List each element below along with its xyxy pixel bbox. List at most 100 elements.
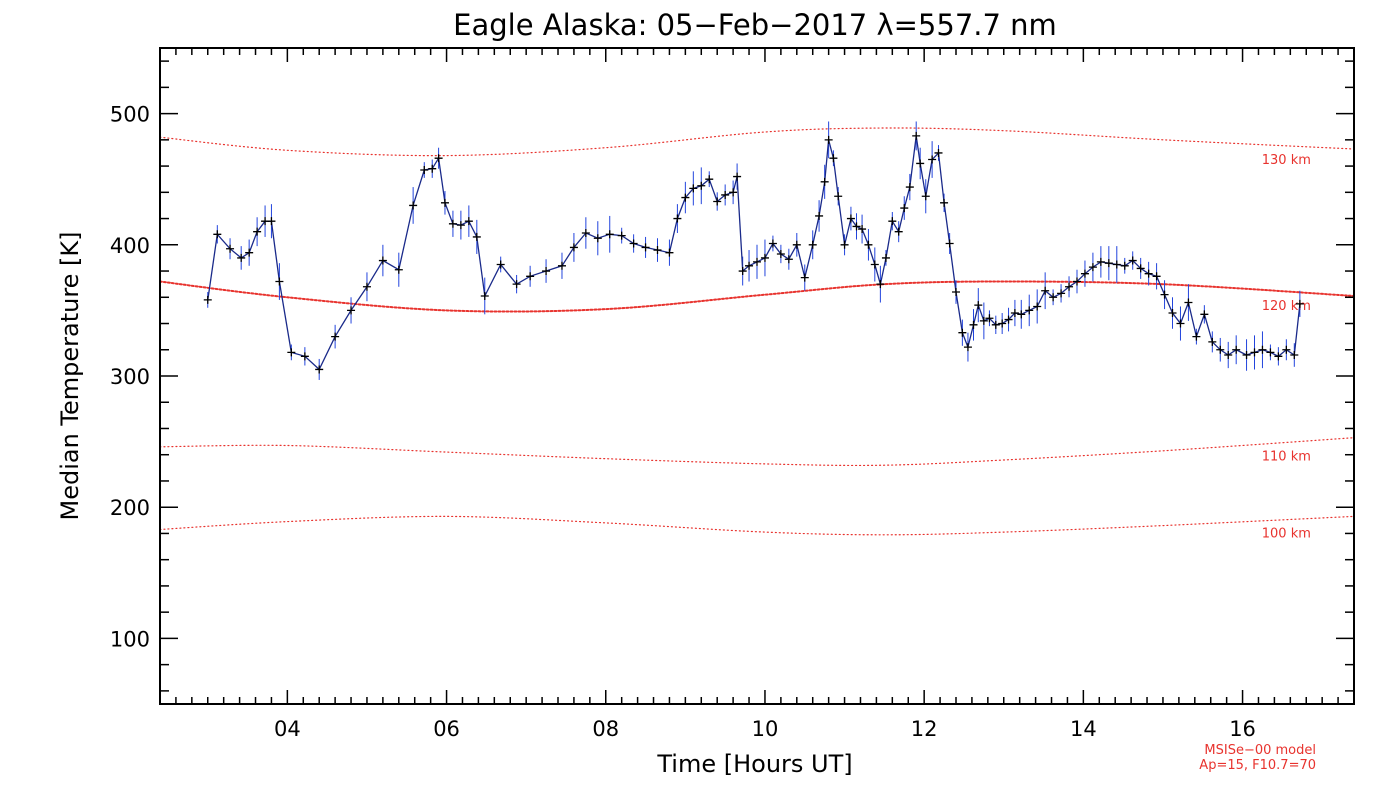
y-tick-label: 300 (110, 365, 150, 389)
data-point (267, 217, 276, 226)
data-point (1295, 299, 1304, 308)
data-point (985, 314, 994, 323)
model-curve-100-km (159, 515, 1355, 536)
data-point (713, 197, 722, 206)
data-point (440, 198, 449, 207)
data-point (1057, 289, 1066, 298)
data-point (287, 348, 296, 357)
data-point (824, 135, 833, 144)
data-point (275, 277, 284, 286)
data-point (1274, 352, 1283, 361)
y-tick-label: 500 (110, 103, 150, 127)
data-point (1216, 345, 1225, 354)
data-point (464, 217, 473, 226)
data-point (448, 219, 457, 228)
model-label-100-km: 100 km (1262, 527, 1311, 542)
plot-frame (159, 47, 1355, 705)
data-point (629, 239, 638, 248)
data-point (1242, 351, 1251, 360)
data-point (945, 239, 954, 248)
data-point (480, 291, 489, 300)
data-point (1096, 257, 1105, 266)
chart-title: Eagle Alaska: 05−Feb−2017 λ=557.7 nm (453, 8, 1057, 42)
data-point (1080, 269, 1089, 278)
data-point (969, 320, 978, 329)
data-point (1128, 256, 1137, 265)
data-point (1160, 290, 1169, 299)
data-point (991, 320, 1000, 329)
data-point (1017, 310, 1026, 319)
data-point (753, 257, 761, 266)
data-point (784, 255, 793, 264)
data-point (928, 155, 937, 164)
data-point (1120, 261, 1129, 270)
data-point (496, 260, 505, 269)
data-point (900, 204, 909, 213)
data-point (1224, 351, 1233, 360)
data-point (237, 253, 246, 262)
data-point (974, 301, 983, 310)
data-point (940, 198, 949, 207)
y-tick-label: 200 (110, 496, 150, 520)
data-point (593, 234, 602, 243)
data-series (203, 121, 1304, 380)
data-point (733, 172, 742, 181)
model-label-130-km: 130 km (1262, 153, 1311, 168)
x-tick-label: 06 (433, 717, 460, 741)
data-point (792, 240, 801, 249)
data-point (834, 192, 843, 201)
x-tick-label: 10 (752, 717, 779, 741)
data-point (876, 280, 885, 289)
data-point (689, 184, 698, 193)
model-curve-110-km (159, 437, 1355, 467)
data-point (1112, 260, 1121, 269)
x-tick-label: 08 (592, 717, 619, 741)
data-point (963, 343, 972, 352)
data-point (768, 239, 777, 248)
data-point (512, 280, 521, 289)
data-point (1041, 286, 1050, 295)
data-point (905, 183, 914, 192)
data-point (888, 217, 897, 226)
data-point (1144, 269, 1153, 278)
data-point (846, 214, 855, 223)
data-point (1136, 264, 1145, 273)
data-point (815, 211, 824, 220)
data-point (1088, 263, 1097, 272)
data-point (1104, 259, 1113, 268)
data-point (673, 214, 682, 223)
data-point (1010, 309, 1019, 318)
y-tick-label: 400 (110, 234, 150, 258)
data-point (420, 166, 429, 175)
data-point (300, 352, 309, 361)
x-tick-label: 16 (1229, 717, 1256, 741)
data-point (226, 244, 235, 253)
model-label-110-km: 110 km (1262, 449, 1311, 464)
data-point (1072, 277, 1081, 286)
data-point (998, 319, 1007, 328)
x-tick-label: 12 (911, 717, 938, 741)
axis-ticks (159, 48, 1355, 704)
data-point (542, 267, 551, 276)
data-point (829, 154, 838, 163)
data-point (213, 230, 222, 239)
data-point (800, 273, 809, 282)
data-point (331, 332, 340, 341)
data-point (1208, 337, 1217, 346)
data-point (705, 175, 714, 184)
data-point (729, 188, 738, 197)
data-point (1065, 282, 1074, 291)
data-point (1004, 315, 1013, 324)
data-point (1192, 332, 1201, 341)
x-axis-label: Time [Hours UT] (656, 750, 852, 778)
data-point (721, 190, 730, 199)
data-point (1033, 302, 1042, 311)
data-point (858, 225, 867, 234)
data-point (347, 306, 356, 315)
data-point (569, 243, 578, 252)
data-point (1250, 348, 1259, 357)
data-point (916, 159, 925, 168)
data-point (934, 148, 943, 157)
data-point (394, 265, 403, 274)
